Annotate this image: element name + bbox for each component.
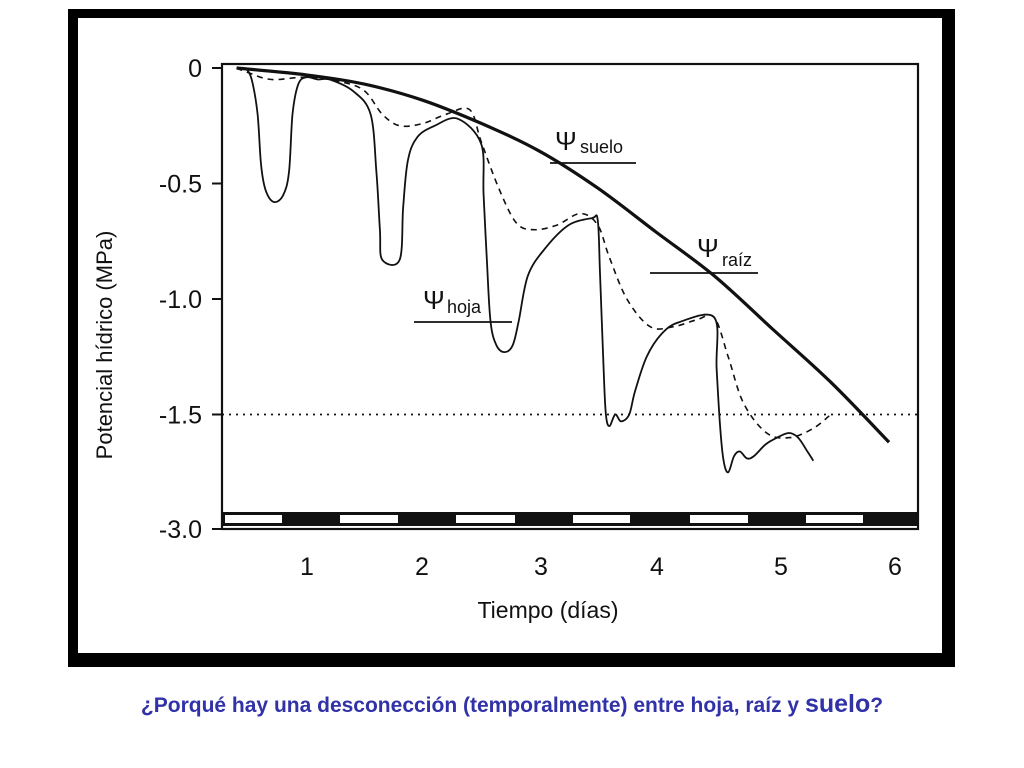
y-axis: 0 -0.5 -1.0 -1.5 -3.0	[159, 55, 222, 544]
frame-top-edge	[68, 9, 955, 18]
label-psi-suelo: Ψ suelo	[550, 126, 636, 164]
x-tick-label: 4	[650, 553, 664, 581]
series-line-psi-suelo	[236, 66, 891, 444]
y-tick-label: -1.0	[159, 286, 202, 314]
x-tick-label: 2	[415, 553, 429, 581]
label-psi-suelo-symbol: Ψ	[555, 126, 577, 156]
day-band	[573, 515, 630, 523]
x-tick-label: 3	[534, 553, 548, 581]
question-mark: ?	[870, 694, 884, 717]
day-band	[340, 515, 398, 523]
y-tick-label: -0.5	[159, 171, 202, 199]
label-psi-raiz-sub: raíz	[722, 250, 752, 270]
frame-left-edge	[68, 9, 78, 667]
series-line-psi-hoja	[245, 67, 815, 474]
label-psi-hoja: Ψ hoja	[414, 285, 512, 323]
x-tick-label: 1	[300, 553, 314, 581]
frame-bottom-edge	[68, 653, 955, 667]
x-axis: 1 2 3 4 5 6	[300, 553, 902, 581]
x-tick-label: 6	[888, 553, 902, 581]
label-psi-hoja-symbol: Ψ	[423, 285, 445, 315]
x-axis-title: Tiempo (días)	[477, 597, 618, 623]
day-band	[690, 515, 748, 523]
frame-inner	[78, 18, 942, 653]
day-band	[225, 515, 282, 523]
day-night-bar	[222, 512, 918, 526]
question-emphasis: suelo	[804, 690, 871, 718]
x-tick-label: 5	[774, 553, 788, 581]
y-tick-label: -1.5	[159, 402, 202, 430]
label-psi-raiz-symbol: Ψ	[697, 233, 719, 263]
question-text: ¿Porqué hay una desconección (temporalme…	[140, 694, 800, 717]
y-tick-label: 0	[188, 55, 202, 83]
frame-right-edge	[942, 9, 955, 667]
day-band	[456, 515, 515, 523]
plot-frame	[220, 62, 920, 531]
label-psi-raiz: Ψ raíz	[650, 233, 758, 274]
y-tick-label: -3.0	[159, 516, 202, 544]
series-line-psi-raiz	[236, 67, 832, 439]
slide-question: ¿Porqué hay una desconección (temporalme…	[0, 690, 1024, 719]
day-band	[806, 515, 863, 523]
label-psi-suelo-sub: suelo	[580, 137, 623, 157]
y-axis-title: Potencial hídrico (MPa)	[92, 231, 117, 460]
label-psi-hoja-sub: hoja	[447, 297, 482, 317]
